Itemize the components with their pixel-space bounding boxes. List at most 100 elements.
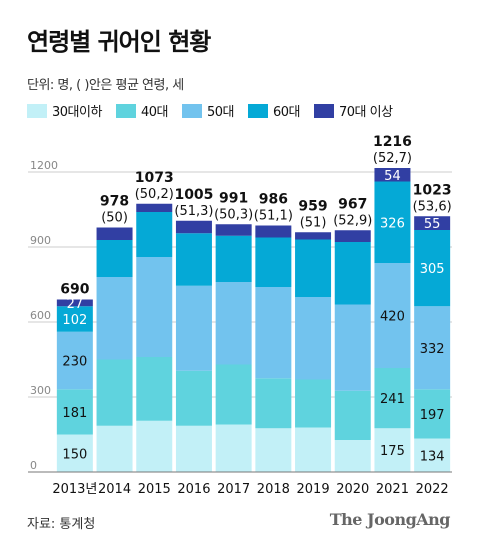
- x-tick-label: 2020: [336, 482, 369, 497]
- bar-segment: [56, 299, 93, 307]
- bar-segment: [56, 434, 93, 472]
- bar-segment: [374, 428, 411, 472]
- source-note: 자료: 통계청: [27, 517, 96, 532]
- bar-segment: [295, 427, 332, 472]
- bar-segment: [215, 364, 252, 425]
- data-label: 55: [424, 217, 441, 232]
- chart-legend: 30대이하 40대 50대 60대 70대 이상: [27, 101, 407, 120]
- unit-note: 단위: 명, ( )안은 평균 연령, 세: [27, 78, 184, 93]
- legend-label-60s: 60대: [272, 105, 301, 120]
- bar-segment: [255, 287, 292, 379]
- bar-segment: [374, 168, 411, 182]
- bar-segment: [414, 389, 451, 439]
- bar-segment: [136, 420, 173, 472]
- avg-age-label: (51): [300, 215, 327, 230]
- legend-swatch-50s: [181, 103, 202, 118]
- x-tick-label: 2018: [257, 482, 290, 497]
- y-tick-label: 300: [30, 384, 51, 397]
- bar-segment: [414, 216, 451, 230]
- legend-item-30s: 30대이하: [27, 101, 102, 120]
- legend-swatch-40s: [115, 103, 136, 118]
- bar-segment: [334, 230, 371, 242]
- x-tick-label: 2017: [217, 482, 250, 497]
- bar-segment: [175, 370, 212, 426]
- avg-age-label: (50,3): [214, 207, 253, 222]
- legend-swatch-30s: [27, 103, 47, 118]
- data-label: 197: [420, 408, 445, 423]
- bar-segment: [255, 428, 292, 472]
- bar-segment: [175, 233, 212, 286]
- bar-segment: [374, 368, 411, 429]
- bar-segment: [56, 389, 93, 435]
- bar-segment: [255, 225, 292, 238]
- legend-item-40s: 40대: [115, 101, 169, 120]
- legend-label-40s: 40대: [140, 105, 169, 120]
- legend-item-50s: 50대: [181, 101, 234, 120]
- total-label: 1216: [373, 134, 412, 150]
- avg-age-label: (52,9): [333, 213, 372, 228]
- bar-segment: [175, 220, 212, 234]
- avg-age-label: (53,6): [413, 199, 452, 214]
- data-label: 305: [420, 262, 445, 277]
- y-tick-label: 0: [30, 459, 37, 472]
- bar-segment: [334, 440, 371, 472]
- page-title: 연령별 귀어인 현황: [27, 28, 211, 56]
- y-tick-label: 900: [30, 234, 51, 247]
- data-label: 241: [380, 392, 405, 407]
- bar-segment: [96, 425, 133, 472]
- total-label: 1005: [174, 187, 213, 203]
- avg-age-label: (51,3): [174, 204, 213, 219]
- data-label: 54: [384, 169, 401, 184]
- bar-segment: [334, 304, 371, 391]
- bar-segment: [56, 331, 93, 390]
- data-label: 150: [62, 447, 87, 462]
- data-label: 181: [62, 406, 87, 421]
- data-label: 175: [380, 444, 405, 459]
- bar-segment: [215, 282, 252, 365]
- bar-segment: [295, 379, 332, 428]
- y-tick-label: 600: [30, 309, 51, 322]
- total-label: 967: [338, 196, 367, 212]
- bar-segment: [136, 212, 173, 257]
- y-tick-label: 1200: [30, 159, 58, 172]
- x-tick-label: 2014: [98, 482, 131, 497]
- legend-item-70s: 70대 이상: [313, 101, 393, 120]
- bar-segment: [215, 424, 252, 472]
- bar-segment: [295, 239, 332, 297]
- bar-segment: [374, 181, 411, 263]
- bar-segment: [334, 242, 371, 305]
- legend-swatch-70s: [313, 103, 334, 118]
- data-label: 27: [67, 297, 84, 312]
- total-label: 991: [219, 190, 248, 206]
- bar-segment: [96, 277, 133, 360]
- avg-age-label: (50,2): [135, 187, 174, 202]
- bar-segment: [414, 230, 451, 307]
- total-label: 690: [60, 282, 89, 298]
- x-tick-label: 2016: [177, 482, 210, 497]
- data-label: 102: [62, 313, 87, 328]
- brand-logo: The JoongAng: [329, 510, 451, 529]
- x-tick-label: 2022: [416, 482, 449, 497]
- bar-segment: [374, 263, 411, 368]
- bar-segment: [414, 438, 451, 472]
- total-label: 1023: [413, 182, 452, 198]
- avg-age-label: (52,7): [373, 151, 412, 166]
- legend-swatch-60s: [247, 103, 268, 118]
- data-label: 326: [380, 216, 405, 231]
- legend-item-60s: 60대: [247, 101, 301, 120]
- bar-segment: [295, 297, 332, 380]
- bar-segment: [215, 235, 252, 282]
- total-label: 1073: [135, 170, 174, 186]
- avg-age-label: (51,1): [254, 209, 293, 224]
- bar-segment: [175, 285, 212, 371]
- data-label: 420: [380, 310, 405, 325]
- bar-segment: [255, 378, 292, 429]
- x-tick-label: 2013년: [52, 482, 97, 497]
- bar-segment: [136, 203, 173, 212]
- bar-segment: [56, 306, 93, 332]
- data-label: 230: [62, 355, 87, 370]
- bar-segment: [215, 224, 252, 236]
- bar-segment: [136, 257, 173, 357]
- data-label: 134: [420, 449, 445, 464]
